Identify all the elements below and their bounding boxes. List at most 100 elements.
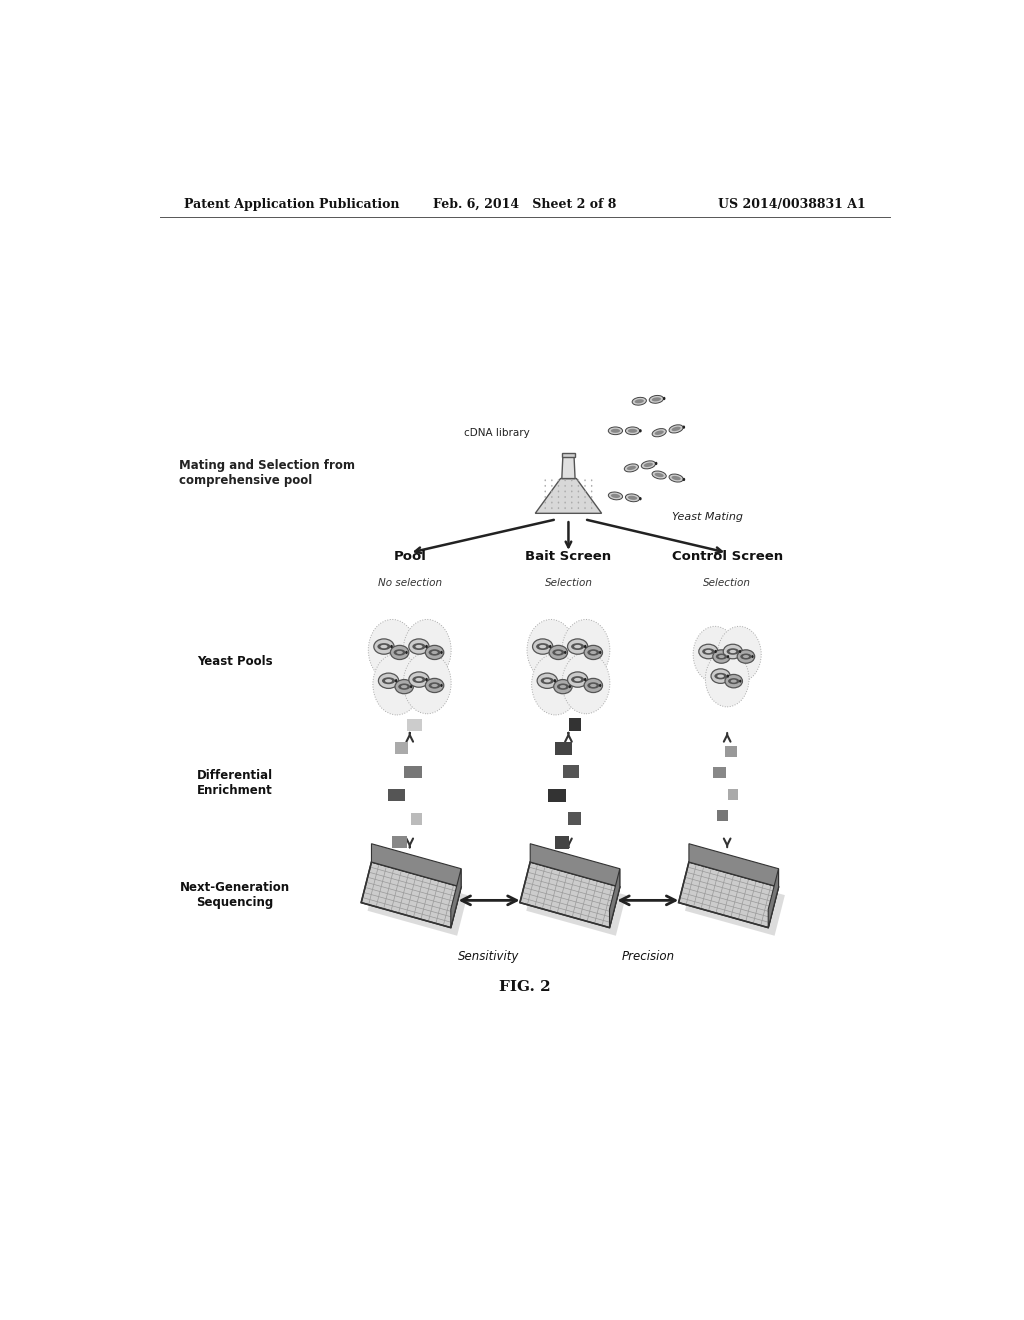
Ellipse shape xyxy=(737,649,755,663)
Ellipse shape xyxy=(409,672,429,688)
Ellipse shape xyxy=(654,430,664,434)
Polygon shape xyxy=(609,869,620,928)
Ellipse shape xyxy=(431,651,438,653)
Ellipse shape xyxy=(396,651,402,653)
Ellipse shape xyxy=(409,639,429,655)
Circle shape xyxy=(545,491,546,492)
Ellipse shape xyxy=(538,673,557,689)
Ellipse shape xyxy=(652,471,667,479)
Ellipse shape xyxy=(413,676,426,682)
Ellipse shape xyxy=(390,645,409,660)
Ellipse shape xyxy=(401,685,408,688)
Text: Selection: Selection xyxy=(703,578,752,589)
Bar xyxy=(548,789,566,801)
Circle shape xyxy=(545,507,546,510)
Circle shape xyxy=(531,653,580,715)
Circle shape xyxy=(551,491,553,492)
Circle shape xyxy=(663,397,666,400)
Circle shape xyxy=(718,627,761,682)
Polygon shape xyxy=(368,870,467,936)
Ellipse shape xyxy=(610,429,621,433)
Ellipse shape xyxy=(431,684,438,686)
Circle shape xyxy=(558,502,559,503)
Ellipse shape xyxy=(652,429,667,437)
Circle shape xyxy=(390,645,393,648)
Ellipse shape xyxy=(588,682,599,689)
Circle shape xyxy=(545,496,546,498)
Ellipse shape xyxy=(557,684,569,690)
Circle shape xyxy=(585,502,586,503)
Ellipse shape xyxy=(608,426,623,434)
Ellipse shape xyxy=(742,655,749,659)
Polygon shape xyxy=(689,843,778,887)
Ellipse shape xyxy=(669,474,683,482)
Circle shape xyxy=(527,619,574,681)
Text: Sensitivity: Sensitivity xyxy=(459,950,520,962)
Bar xyxy=(713,767,726,779)
Circle shape xyxy=(551,484,553,487)
Ellipse shape xyxy=(713,649,730,663)
Text: Mating and Selection from
comprehensive pool: Mating and Selection from comprehensive … xyxy=(179,459,355,487)
Circle shape xyxy=(568,685,571,688)
Circle shape xyxy=(440,684,442,686)
Bar xyxy=(563,766,580,779)
Ellipse shape xyxy=(644,463,653,467)
Circle shape xyxy=(571,496,572,498)
Ellipse shape xyxy=(554,680,572,694)
Ellipse shape xyxy=(611,494,621,498)
Circle shape xyxy=(591,479,593,482)
Ellipse shape xyxy=(729,649,736,653)
Circle shape xyxy=(571,507,572,510)
Circle shape xyxy=(591,502,593,503)
Circle shape xyxy=(564,502,566,503)
Polygon shape xyxy=(562,454,574,457)
Circle shape xyxy=(739,680,741,682)
Text: Yeast Pools: Yeast Pools xyxy=(198,655,273,668)
Text: cDNA library: cDNA library xyxy=(464,428,529,438)
Circle shape xyxy=(571,484,572,487)
Ellipse shape xyxy=(584,678,602,693)
Circle shape xyxy=(369,619,416,681)
Ellipse shape xyxy=(590,684,597,686)
Circle shape xyxy=(599,684,601,686)
Polygon shape xyxy=(679,862,778,928)
Text: No selection: No selection xyxy=(378,578,441,589)
Text: Precision: Precision xyxy=(622,950,675,962)
Text: Pool: Pool xyxy=(393,550,426,562)
Ellipse shape xyxy=(416,678,423,681)
Ellipse shape xyxy=(567,672,588,688)
Circle shape xyxy=(564,491,566,492)
Circle shape xyxy=(571,479,572,482)
Circle shape xyxy=(683,478,685,480)
Bar xyxy=(403,766,422,777)
Bar xyxy=(555,836,568,849)
Bar xyxy=(408,719,422,731)
Circle shape xyxy=(585,484,586,487)
Ellipse shape xyxy=(379,673,398,689)
Ellipse shape xyxy=(537,643,549,649)
Circle shape xyxy=(551,479,553,482)
Circle shape xyxy=(578,484,580,487)
Ellipse shape xyxy=(608,492,623,500)
Polygon shape xyxy=(685,870,784,936)
Ellipse shape xyxy=(669,425,683,433)
Ellipse shape xyxy=(651,397,660,401)
Ellipse shape xyxy=(413,643,426,649)
Ellipse shape xyxy=(649,396,664,403)
Ellipse shape xyxy=(552,649,564,656)
Bar xyxy=(567,812,581,825)
Bar xyxy=(394,742,408,754)
Polygon shape xyxy=(451,869,461,928)
Ellipse shape xyxy=(588,649,599,656)
Polygon shape xyxy=(536,479,602,513)
Ellipse shape xyxy=(541,677,554,684)
Circle shape xyxy=(591,496,593,498)
Circle shape xyxy=(440,651,442,653)
Ellipse shape xyxy=(380,645,387,648)
Circle shape xyxy=(578,502,580,503)
Ellipse shape xyxy=(719,655,725,659)
Ellipse shape xyxy=(626,426,640,434)
Circle shape xyxy=(558,479,559,482)
Circle shape xyxy=(564,484,566,487)
Ellipse shape xyxy=(590,651,597,653)
